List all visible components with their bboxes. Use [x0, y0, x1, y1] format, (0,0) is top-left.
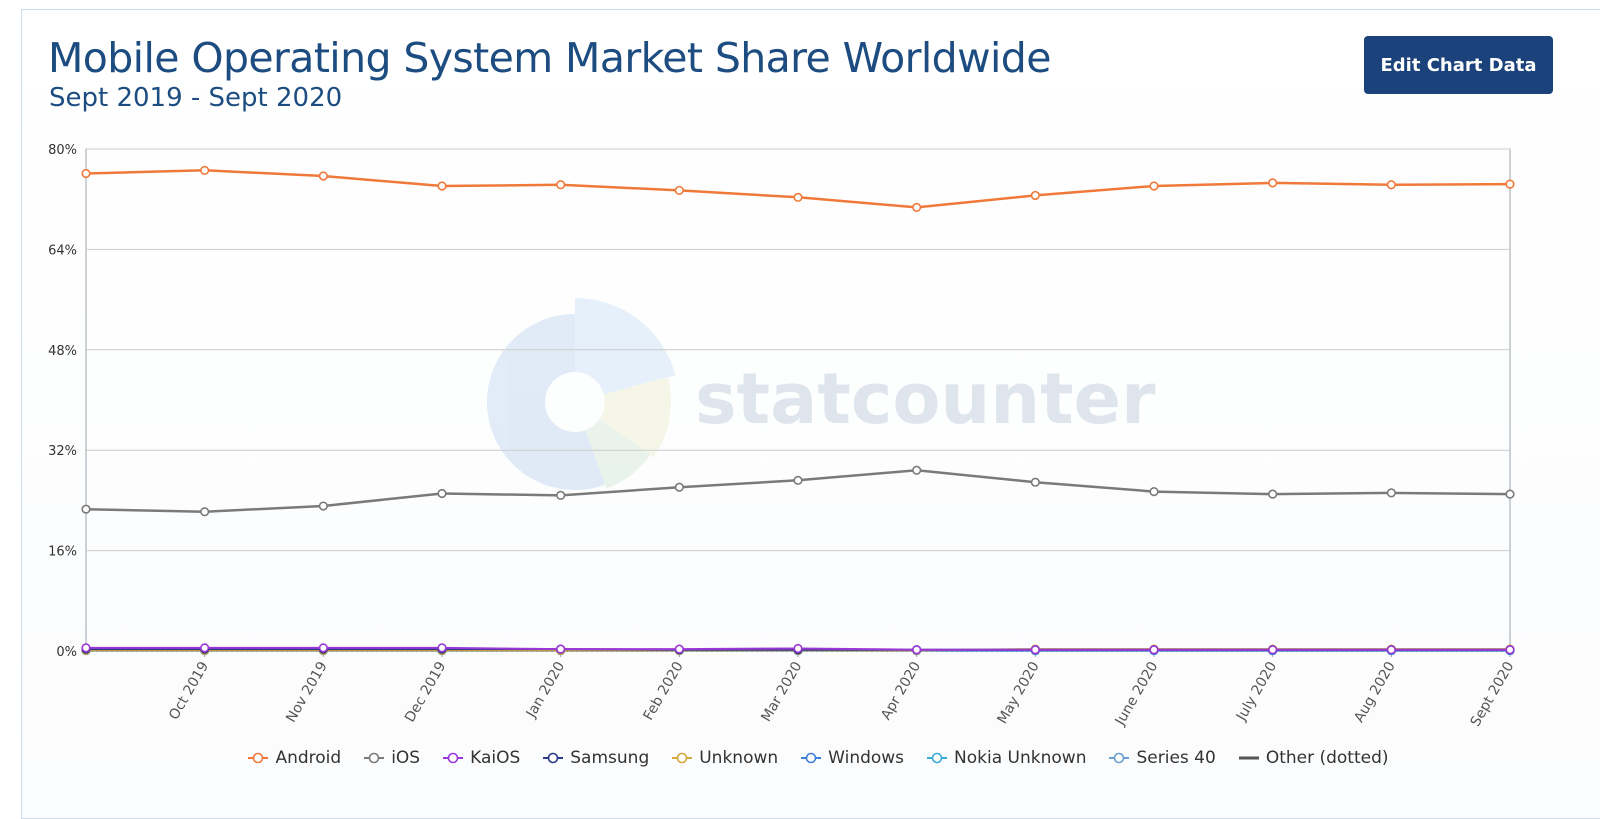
data-point	[912, 645, 922, 655]
data-point	[1149, 645, 1159, 655]
x-tick-label: Oct 2019	[166, 659, 212, 723]
y-tick-label: 48%	[48, 344, 77, 359]
legend-label: Other (dotted)	[1265, 748, 1389, 768]
legend-marker-icon	[801, 752, 822, 764]
data-point	[437, 488, 447, 499]
watermark-wedge-icon	[575, 298, 676, 395]
data-point	[1149, 487, 1159, 497]
data-point	[1149, 181, 1159, 191]
legend-marker-icon	[927, 752, 948, 764]
data-point	[912, 202, 922, 212]
legend-label: KaiOS	[470, 748, 521, 768]
x-tick-label: Apr 2020	[878, 659, 924, 723]
legend-line-icon	[1238, 756, 1259, 760]
y-tick-label: 80%	[48, 143, 77, 158]
line-chart: statcounter 0% 16% 32% 48% 64% 80% Oct 2019 Nov …	[48, 143, 1518, 729]
x-tick-label: Nov 2019	[283, 659, 331, 725]
data-point	[1268, 645, 1278, 655]
x-tick-label: Aug 2020	[1351, 659, 1399, 725]
legend-marker-icon	[1109, 752, 1130, 764]
data-point	[674, 185, 684, 196]
legend-label: Android	[275, 748, 342, 768]
data-point	[793, 192, 803, 202]
data-point	[200, 165, 210, 175]
legend-item-ios[interactable]: iOS	[363, 748, 420, 768]
watermark-wedge-icon	[599, 377, 671, 458]
data-point	[437, 181, 447, 191]
data-point	[793, 643, 803, 654]
data-point	[81, 504, 91, 514]
data-point	[674, 644, 684, 654]
data-point	[556, 644, 566, 654]
legend-marker-icon	[443, 752, 464, 764]
data-point	[674, 482, 684, 492]
legend-label: Unknown	[699, 748, 779, 768]
legend-item-other-dotted-[interactable]: Other (dotted)	[1238, 748, 1389, 768]
legend-marker-icon	[248, 752, 269, 764]
watermark-text: statcounter	[695, 358, 1156, 440]
y-tick-label: 16%	[48, 545, 77, 560]
statcounter-watermark: statcounter	[487, 298, 1156, 490]
page-title: Mobile Operating System Market Share Wor…	[48, 34, 1051, 82]
data-point	[81, 643, 91, 653]
legend-marker-icon	[364, 752, 385, 764]
data-point	[1386, 180, 1396, 190]
y-tick-label: 0%	[56, 645, 77, 660]
edit-chart-data-button[interactable]: Edit Chart Data	[1364, 36, 1553, 94]
data-point	[200, 643, 210, 653]
data-point	[556, 490, 566, 500]
data-point	[1268, 489, 1278, 499]
legend-label: Nokia Unknown	[954, 748, 1087, 768]
data-point	[1386, 488, 1396, 498]
legend-item-windows[interactable]: Windows	[800, 748, 904, 768]
data-point	[318, 501, 328, 511]
legend-item-samsung[interactable]: Samsung	[542, 748, 649, 768]
data-point	[1030, 190, 1040, 201]
legend-item-unknown[interactable]: Unknown	[671, 748, 778, 768]
legend-marker-icon	[672, 752, 693, 764]
data-point	[318, 171, 328, 181]
data-point	[912, 465, 922, 475]
x-tick-label: July 2020	[1233, 659, 1280, 724]
x-tick-label: Feb 2020	[641, 659, 687, 723]
legend-item-series-40[interactable]: Series 40	[1108, 748, 1216, 768]
x-tick-label: Jan 2020	[523, 659, 568, 721]
x-tick-label: Sept 2020	[1468, 659, 1518, 729]
y-tick-label: 32%	[48, 444, 77, 459]
watermark-wedge-icon	[487, 314, 606, 490]
data-point	[437, 643, 447, 653]
data-point	[1505, 179, 1515, 189]
legend-item-android[interactable]: Android	[247, 748, 341, 768]
x-tick-label: June 2020	[1112, 659, 1162, 729]
chart-legend: Android iOS KaiOS Samsung Unknown Windows Noki…	[0, 748, 1600, 768]
data-point	[556, 180, 566, 190]
x-tick-label: Mar 2020	[758, 659, 805, 725]
data-point	[1268, 178, 1278, 188]
legend-label: Series 40	[1136, 748, 1216, 768]
x-tick-label: May 2020	[994, 659, 1042, 727]
legend-item-nokia-unknown[interactable]: Nokia Unknown	[926, 748, 1086, 768]
legend-marker-icon	[543, 752, 564, 764]
legend-label: Windows	[828, 748, 905, 768]
data-point	[1505, 489, 1515, 499]
page-subtitle: Sept 2019 - Sept 2020	[49, 83, 343, 113]
legend-label: Samsung	[570, 748, 650, 768]
data-point	[200, 507, 210, 517]
legend-item-kaios[interactable]: KaiOS	[442, 748, 520, 768]
data-point	[1030, 477, 1040, 487]
data-point	[318, 643, 328, 653]
data-point	[793, 475, 803, 485]
legend-label: iOS	[391, 748, 421, 768]
data-point	[1505, 645, 1515, 655]
data-point	[1030, 645, 1040, 655]
x-tick-label: Dec 2019	[402, 659, 449, 725]
data-point	[81, 168, 91, 179]
y-tick-label: 64%	[48, 243, 77, 258]
chart-panel	[21, 9, 1600, 819]
data-point	[1386, 645, 1396, 655]
watermark-wedge-icon	[585, 419, 651, 489]
